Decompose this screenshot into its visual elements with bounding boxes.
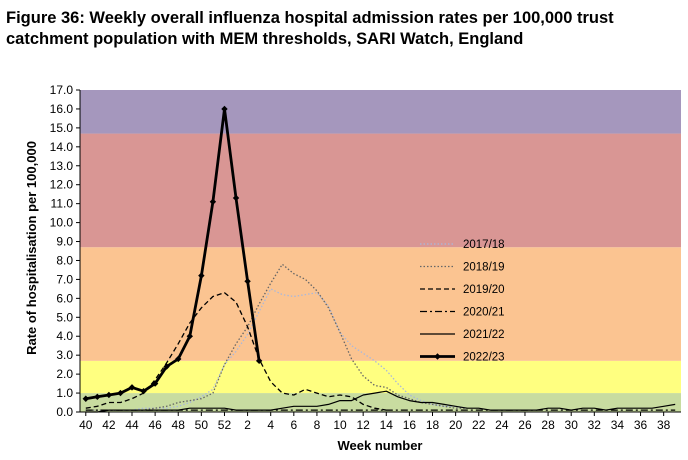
axes: [79, 90, 681, 413]
x-tick-label: 42: [102, 418, 116, 432]
y-tick-label: 4.0: [56, 329, 73, 343]
x-tick-label: 12: [356, 418, 370, 432]
y-tick-label: 1.0: [56, 386, 73, 400]
y-tick-label: 11.0: [51, 197, 74, 211]
series-line-2021-22: [85, 390, 676, 413]
y-tick-label: 8.0: [56, 253, 73, 267]
x-tick-label: 38: [657, 418, 671, 432]
y-tick-label: 14.0: [50, 140, 74, 154]
data-point-2022-23: [105, 391, 113, 399]
x-tick-label: 4: [267, 418, 274, 432]
data-point-2022-23: [198, 272, 205, 279]
data-point-2022-23: [117, 389, 124, 397]
y-tick-label: 16.0: [50, 102, 74, 116]
x-tick-label: 6: [290, 418, 297, 432]
data-point-2022-23: [232, 194, 240, 202]
series-line-2017-18: [85, 288, 468, 411]
x-tick-label: 26: [518, 418, 532, 432]
legend-label: 2017/18: [463, 239, 505, 251]
x-tick-label: 16: [403, 418, 417, 432]
series-lines: [82, 105, 676, 413]
y-axis-label: Rate of hospitalisation per 100,000: [24, 141, 39, 355]
x-tick-label: 48: [172, 418, 186, 432]
x-tick-label: 10: [333, 418, 347, 432]
x-axis-label: Week number: [337, 438, 422, 453]
x-tick-label: 18: [426, 418, 440, 432]
y-tick-label: 3.0: [56, 348, 73, 362]
threshold-bands: [80, 90, 681, 412]
x-tick-label: 14: [380, 418, 394, 432]
data-point-2022-23: [128, 384, 136, 391]
legend-label: 2018/19: [463, 262, 505, 274]
y-tick-label: 6.0: [56, 291, 73, 305]
y-tick-label: 0.0: [56, 405, 73, 419]
x-tick-label: 22: [472, 418, 486, 432]
data-point-2022-23: [175, 355, 182, 363]
y-tick-label: 5.0: [56, 310, 73, 324]
data-point-2022-23: [255, 357, 263, 365]
y-tick-label: 9.0: [56, 235, 73, 249]
x-tick-label: 46: [148, 418, 162, 432]
x-tick-label: 40: [79, 418, 93, 432]
y-tick-label: 15.0: [50, 121, 74, 135]
x-tick-label: 50: [195, 418, 209, 432]
data-point-2022-23: [244, 278, 251, 285]
x-tick-label: 2: [244, 418, 251, 432]
legend-label: 2020/21: [463, 307, 505, 319]
threshold-band-0: [80, 393, 681, 412]
data-point-2022-23: [140, 387, 147, 395]
data-point-2022-23: [186, 333, 193, 340]
legend: 2017/18 2018/19 2019/20 2020/21 2021/22 2022/…: [420, 239, 505, 364]
x-tick-label: 28: [541, 418, 555, 432]
x-tick-label: 36: [634, 418, 648, 432]
x-tick-label: 52: [218, 418, 232, 432]
threshold-band-4: [80, 90, 681, 134]
y-tick-label: 2.0: [56, 367, 73, 381]
legend-marker: [434, 353, 441, 360]
y-axis-ticks: 0.0 1.0 2.0 3.0 4.0 5.0 6.0 7.0 8.0 9.0 10.0 11.0 12…: [50, 83, 80, 419]
series-line-2019-20: [85, 292, 387, 411]
y-tick-label: 10.0: [50, 216, 74, 230]
data-point-2022-23: [82, 395, 89, 402]
x-tick-label: 20: [449, 418, 463, 432]
data-point-2022-23: [94, 393, 101, 401]
y-tick-label: 13.0: [50, 159, 74, 173]
legend-label: 2021/22: [463, 329, 505, 341]
data-point-2022-23: [221, 105, 228, 113]
legend-label: 2019/20: [463, 284, 505, 296]
data-point-2022-23: [151, 380, 159, 387]
data-point-2022-23: [209, 198, 217, 205]
x-tick-label: 44: [125, 418, 139, 432]
series-line-2018-19: [85, 263, 468, 411]
x-tick-label: 8: [314, 418, 321, 432]
x-tick-label: 30: [565, 418, 579, 432]
x-axis-ticks: 40 42 44 46 48 50 52 2 4 6 8 10 12 14 16 18 20 22 24 26 28 30…: [79, 412, 671, 432]
x-tick-label: 34: [611, 418, 625, 432]
figure-title: Figure 36: Weekly overall influenza hosp…: [6, 9, 614, 48]
y-tick-label: 17.0: [50, 83, 74, 97]
series-line-2022-23: [85, 107, 261, 401]
x-tick-label: 32: [588, 418, 602, 432]
y-tick-label: 12.0: [50, 178, 74, 192]
x-tick-label: 24: [495, 418, 509, 432]
threshold-band-3: [80, 133, 681, 248]
data-point-2022-23: [163, 363, 170, 370]
legend-label: 2022/23: [463, 352, 505, 364]
y-tick-label: 7.0: [56, 272, 73, 286]
threshold-band-2: [80, 247, 681, 361]
